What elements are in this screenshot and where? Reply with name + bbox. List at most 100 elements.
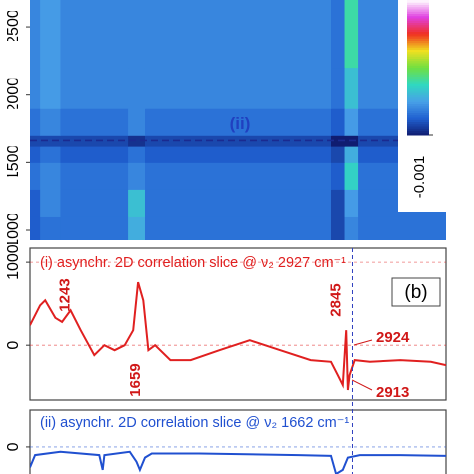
heatmap-cell (331, 189, 346, 217)
heatmap-cell (60, 108, 129, 136)
colorbar-swatch (407, 130, 429, 134)
colorbar-swatch (407, 15, 429, 19)
colorbar-swatch (407, 114, 429, 118)
heatmap-cell (40, 216, 61, 240)
heatmap-cell (331, 146, 346, 163)
panel-label-box (391, 277, 441, 307)
slice-ii-area (30, 446, 446, 474)
y-tick-label: 1000 (5, 244, 22, 280)
heatmap-cell (60, 0, 129, 69)
panel-title: (ii) asynchr. 2D correlation slice @ ν₂ … (40, 415, 349, 431)
heatmap-cell (331, 108, 346, 136)
colorbar-swatch (407, 65, 429, 68)
heatmap-cell (40, 0, 61, 69)
heatmap-cell (331, 67, 346, 109)
panel-label: (b) (404, 282, 427, 303)
peak-label: 1243 (57, 278, 74, 311)
heatmap-cell (331, 162, 346, 190)
colorbar-swatch (407, 56, 429, 59)
colorbar-swatch (407, 117, 429, 120)
colorbar-swatch (407, 126, 429, 129)
colorbar-swatch (407, 0, 429, 3)
heatmap-cell (144, 67, 332, 109)
colorbar-swatch (407, 13, 429, 17)
heatmap-cell (40, 162, 61, 190)
colorbar-swatch (407, 128, 429, 131)
heatmap-cell (128, 0, 146, 69)
panel-c-frame (29, 409, 447, 474)
colorbar-swatch (407, 38, 429, 41)
colorbar-swatch (407, 49, 429, 53)
heatmap-cell (128, 108, 146, 136)
colorbar-swatch (407, 92, 429, 95)
slice-i-area (30, 261, 446, 391)
heatmap-cell (344, 0, 359, 69)
heatmap-cell (40, 67, 61, 109)
colorbar-swatch (407, 85, 429, 89)
colorbar-swatch (407, 96, 429, 100)
peak-label: 2913 (376, 384, 409, 401)
heatmap-cell (40, 146, 61, 163)
peak-label: 1659 (127, 363, 144, 396)
heatmap-cell (128, 135, 146, 147)
heatmap-cell (60, 67, 129, 109)
peak-label: 2924 (376, 329, 410, 346)
colorbar-swatch (407, 87, 429, 91)
colorbar-swatch (407, 81, 429, 84)
annotation: (ii) (230, 114, 251, 133)
colorbar-swatch (407, 63, 429, 66)
colorbar-swatch (407, 105, 429, 109)
heatmap-cell (128, 146, 146, 163)
colorbar-swatch (407, 40, 429, 44)
colorbar-swatch (407, 78, 429, 82)
colorbar-swatch (407, 45, 429, 48)
heatmap-cell (344, 216, 359, 240)
heatmap-cell (144, 189, 332, 217)
heatmap-cell (30, 162, 41, 190)
heatmap-cell (144, 162, 332, 190)
heatmap-cell (60, 216, 129, 240)
colorbar-swatch (407, 27, 429, 30)
heatmap-cell (144, 108, 332, 136)
heatmap-cell (144, 146, 332, 163)
heatmap-cell (344, 162, 359, 190)
colorbar-swatch (407, 54, 429, 57)
colorbar-swatch (407, 33, 429, 37)
heatmap-area (30, 0, 446, 240)
heatmap-cell (144, 135, 332, 147)
labels: (ii) 1000 1500 2000 2500 -0.001 0 1000 (i) async… (5, 0, 446, 474)
colorbar-swatch (407, 60, 429, 64)
heatmap-cell (331, 0, 346, 69)
panel-title: (i) asynchr. 2D correlation slice @ ν₂ 2… (40, 255, 346, 271)
colorbar-tick-label: -0.001 (411, 156, 428, 199)
colorbar-swatch (407, 42, 429, 46)
colorbar-swatch (407, 103, 429, 107)
colorbar-swatch (407, 51, 429, 55)
leader-line (351, 379, 373, 391)
heatmap-cell (344, 108, 359, 136)
heatmap-cell (60, 189, 129, 217)
heatmap-cell (60, 162, 129, 190)
colorbar-swatch (407, 6, 429, 10)
heatmap-cell (30, 146, 41, 163)
colorbar-swatch (407, 94, 429, 98)
colorbar-swatch (407, 83, 429, 86)
colorbar-swatch (407, 58, 429, 62)
colorbar-swatch (407, 47, 429, 50)
heatmap-cell (144, 216, 332, 240)
y-tick-label: 1500 (5, 144, 22, 180)
colorbar-swatch (407, 9, 429, 12)
colorbar-swatch (407, 99, 429, 102)
colorbar-swatch (407, 119, 429, 122)
colorbar-swatch (407, 108, 429, 111)
colorbar-swatch (407, 112, 429, 116)
colorbar-swatch (407, 67, 429, 71)
heatmap-cell (60, 146, 129, 163)
y-tick-label: 2000 (5, 77, 22, 113)
y-tick-label: 0 (5, 442, 22, 451)
colorbar-swatch (407, 11, 429, 14)
colorbar-swatch (407, 36, 429, 39)
heatmap-cell (40, 135, 61, 147)
heatmap-cell (144, 0, 332, 69)
